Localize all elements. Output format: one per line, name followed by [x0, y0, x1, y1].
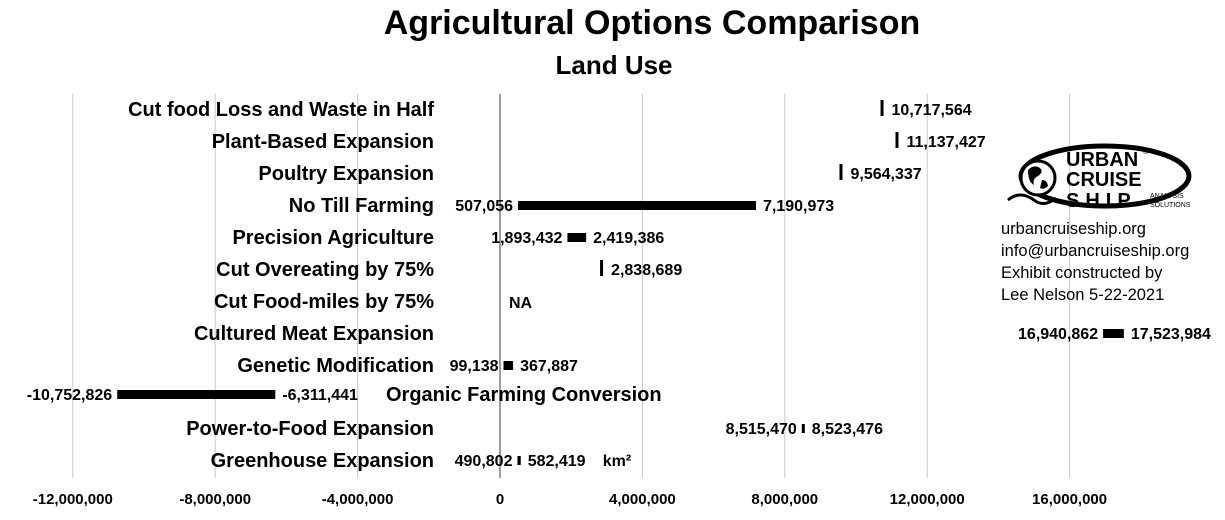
- x-tick-label: -8,000,000: [179, 491, 251, 508]
- high-value-label: 11,137,427: [906, 134, 985, 151]
- bar-row: Precision Agriculture 1,893,432 2,419,386: [232, 227, 664, 249]
- bar-row: Cut food Loss and Waste in Half 10,717,56…: [128, 99, 972, 121]
- range-bar: [567, 233, 587, 242]
- bar-row: Poultry Expansion 9,564,337: [258, 163, 921, 185]
- category-label: Cut Food-miles by 75%: [214, 291, 434, 313]
- logo-line1: URBAN: [1066, 149, 1138, 171]
- range-bar: [801, 424, 805, 433]
- range-bar: [518, 201, 756, 210]
- bar-row: Cut Food-miles by 75% NA: [214, 291, 533, 313]
- category-label: Genetic Modification: [237, 355, 434, 377]
- x-tick-label: -4,000,000: [322, 491, 394, 508]
- high-value-label: -6,311,441: [282, 387, 358, 404]
- bar-row: Organic Farming Conversion -10,752,826 -6,…: [27, 384, 662, 406]
- category-label: Cultured Meat Expansion: [194, 323, 434, 345]
- high-value-label: 9,564,337: [850, 166, 921, 183]
- x-tick-label: 16,000,000: [1032, 491, 1107, 508]
- contact-info: urbancruiseship.org info@urbancruiseship…: [1001, 218, 1189, 306]
- credit-line-1: Exhibit constructed by: [1001, 264, 1163, 282]
- low-value-label: 490,802: [455, 453, 513, 470]
- website-text: urbancruiseship.org: [1001, 220, 1146, 238]
- category-label: Plant-Based Expansion: [212, 131, 434, 153]
- low-value-label: 99,138: [450, 358, 499, 375]
- high-value-label: 17,523,984: [1131, 326, 1211, 343]
- high-value-label: 367,887: [520, 358, 578, 375]
- value-marker: [839, 164, 843, 180]
- low-value-label: 8,515,470: [726, 421, 797, 438]
- x-axis-ticks: -12,000,000 -8,000,000 -4,000,000 0 4,000,00…: [33, 491, 1107, 508]
- bar-row: Cut Overeating by 75% 2,838,689: [216, 259, 682, 281]
- logo-tag1: ANALYSIS: [1150, 193, 1184, 200]
- range-bar: [503, 361, 514, 370]
- bar-row: Genetic Modification 99,138 367,887: [237, 355, 578, 377]
- range-bar: [517, 456, 521, 465]
- x-tick-label: 4,000,000: [609, 491, 676, 508]
- category-label: Cut Overeating by 75%: [216, 259, 434, 281]
- gridlines: [72, 94, 1071, 478]
- wave-icon: [1007, 193, 1057, 205]
- high-value-label: 10,717,564: [892, 102, 972, 119]
- low-value-label: 1,893,432: [491, 230, 562, 247]
- x-tick-label: 8,000,000: [751, 491, 818, 508]
- category-label: Cut food Loss and Waste in Half: [128, 99, 434, 121]
- x-tick-label: -12,000,000: [33, 491, 113, 508]
- logo-line2: CRUISE: [1066, 169, 1142, 191]
- range-bar: [117, 390, 276, 399]
- email-text: info@urbancruiseship.org: [1001, 242, 1190, 260]
- chart-title: Agricultural Options Comparison: [384, 4, 920, 42]
- urban-cruise-ship-logo: URBAN ® CRUISE SHIP ANALYSIS SOLUTIONS: [1007, 143, 1192, 212]
- globe-land-icon: [1028, 166, 1048, 189]
- globe-icon: [1019, 159, 1057, 197]
- credit-line-2: Lee Nelson 5-22-2021: [1001, 286, 1165, 304]
- low-value-label: 507,056: [455, 198, 513, 215]
- bar-row: No Till Farming 507,056 7,190,973: [289, 195, 834, 217]
- bar-row: Power-to-Food Expansion 8,515,470 8,523,47…: [186, 418, 883, 440]
- logo-mark: ®: [1143, 147, 1149, 156]
- high-value-label: 2,419,386: [593, 230, 664, 247]
- category-label: No Till Farming: [289, 195, 434, 217]
- chart-subtitle: Land Use: [555, 50, 672, 80]
- bar-row: Cultured Meat Expansion 16,940,862 17,523,…: [194, 323, 1211, 345]
- na-label: NA: [509, 295, 533, 312]
- category-label: Poultry Expansion: [258, 163, 434, 185]
- x-tick-label: 12,000,000: [890, 491, 965, 508]
- logo-tag2: SOLUTIONS: [1150, 202, 1191, 209]
- high-value-label: 2,838,689: [611, 262, 682, 279]
- high-value-label: 7,190,973: [763, 198, 834, 215]
- bar-rows: Cut food Loss and Waste in Half 10,717,56…: [27, 99, 1211, 472]
- category-label: Greenhouse Expansion: [211, 450, 434, 472]
- category-label: Organic Farming Conversion: [386, 384, 662, 406]
- category-label: Precision Agriculture: [232, 227, 434, 249]
- unit-label: km²: [603, 453, 631, 470]
- high-value-label: 8,523,476: [812, 421, 883, 438]
- range-bar: [1103, 329, 1124, 338]
- category-label: Power-to-Food Expansion: [186, 418, 434, 440]
- value-marker: [895, 132, 899, 148]
- value-marker: [880, 100, 884, 116]
- logo-line3: SHIP: [1066, 190, 1137, 212]
- low-value-label: 16,940,862: [1018, 326, 1098, 343]
- high-value-label: 582,419: [528, 453, 586, 470]
- bar-row: Plant-Based Expansion 11,137,427: [212, 131, 986, 153]
- value-marker: [600, 260, 604, 276]
- bar-row: Greenhouse Expansion 490,802 582,419 km²: [211, 450, 632, 472]
- x-tick-label: 0: [496, 491, 504, 508]
- low-value-label: -10,752,826: [27, 387, 113, 404]
